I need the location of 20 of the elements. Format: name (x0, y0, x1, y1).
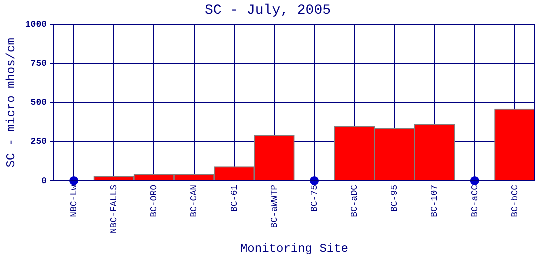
y-tick-label: 0 (42, 176, 48, 186)
x-tick-label: BC-ORO (150, 184, 160, 218)
x-tick-label: BC-aDC (350, 184, 360, 218)
chart-title: SC - July, 2005 (204, 3, 332, 20)
y-axis-title: SC - micro mhos/cm (4, 38, 18, 168)
x-tick-label: BC-bCC (510, 184, 520, 218)
x-tick-label: NBC-FALLS (110, 184, 120, 234)
x-tick-label: NBC-Lw (69, 184, 80, 218)
y-tick-label: 750 (30, 59, 48, 70)
x-tick-label: BC-CAN (190, 184, 200, 218)
y-tick-label: 1000 (25, 20, 48, 30)
x-tick-label: BC-61 (230, 184, 240, 212)
y-tick-label: 500 (30, 98, 48, 108)
x-axis-title: Monitoring Site (240, 242, 349, 256)
x-tick-label: BC-aWWTP (270, 184, 280, 228)
y-tick-label: 250 (30, 137, 48, 148)
x-tick-label: BC-aCC (470, 184, 480, 218)
x-tick-label: BC-107 (430, 184, 440, 218)
x-tick-label: BC-95 (390, 184, 400, 212)
x-tick-label: BC-75 (310, 184, 320, 212)
